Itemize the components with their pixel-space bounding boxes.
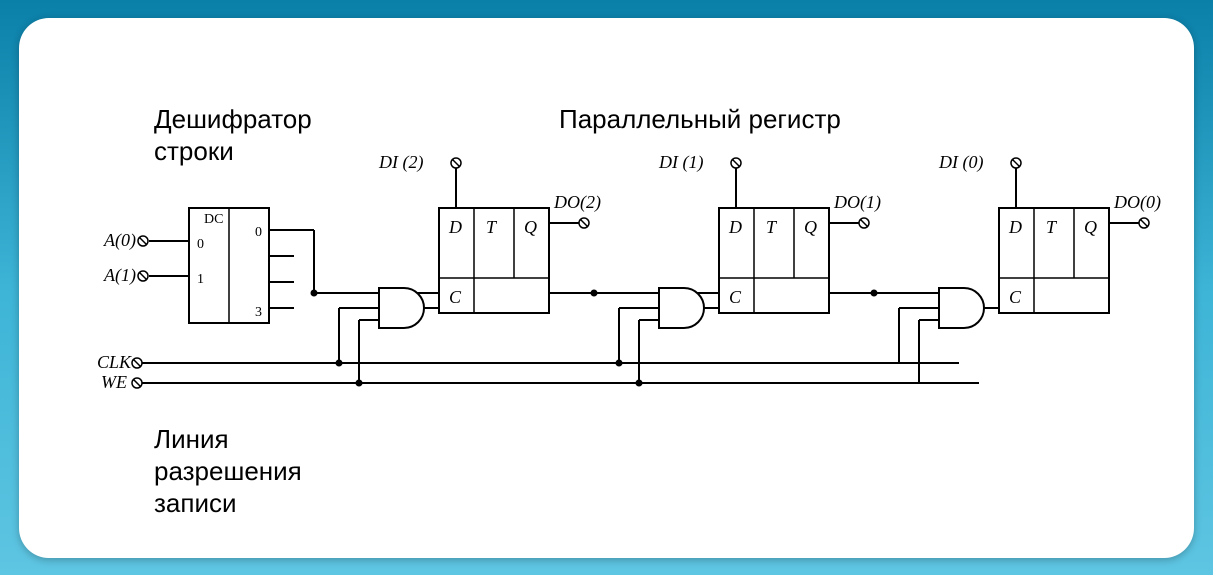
we-caption-3: записи <box>154 488 237 518</box>
svg-text:C: C <box>1009 287 1022 307</box>
diagram-card: { "titles":{ "decoder":"Дешифратор строк… <box>19 18 1194 558</box>
svg-text:D: D <box>1008 217 1022 237</box>
we-terminal: WE <box>101 372 142 392</box>
a0-terminal: A(0) <box>103 230 189 251</box>
svg-text:DI (2): DI (2) <box>378 152 423 173</box>
svg-text:Q: Q <box>524 217 537 237</box>
svg-text:A(0): A(0) <box>103 230 136 251</box>
svg-text:C: C <box>449 287 462 307</box>
svg-text:Q: Q <box>804 217 817 237</box>
svg-text:D: D <box>448 217 462 237</box>
cell-0: D T Q C DI (0) DO(0) <box>871 152 1162 383</box>
register-title: Параллельный регистр <box>559 104 841 134</box>
svg-text:DO(1): DO(1) <box>833 192 881 213</box>
svg-text:DI (0): DI (0) <box>938 152 983 173</box>
and-gate-0 <box>939 288 984 328</box>
svg-text:3: 3 <box>255 305 262 320</box>
svg-text:DO(2): DO(2) <box>553 192 601 213</box>
cell-1: D T Q C DI (1) DO(1) <box>591 152 882 387</box>
flipflop-1: D T Q C <box>719 208 829 313</box>
svg-text:CLK: CLK <box>97 352 132 372</box>
and-gate-1 <box>659 288 704 328</box>
svg-text:C: C <box>729 287 742 307</box>
svg-text:DI (1): DI (1) <box>658 152 703 173</box>
decoder-block: DC 0 1 0 3 <box>189 208 269 323</box>
cell-2: D T Q C DI (2) DO(2) <box>311 152 602 387</box>
flipflop-2: D T Q C <box>439 208 549 313</box>
we-caption-1: Линия <box>154 424 229 454</box>
svg-text:DO(0): DO(0) <box>1113 192 1161 213</box>
svg-text:1: 1 <box>197 272 204 287</box>
svg-text:Q: Q <box>1084 217 1097 237</box>
svg-text:A(1): A(1) <box>103 265 136 286</box>
svg-text:0: 0 <box>255 225 262 240</box>
decoder-title: Дешифраторстроки <box>154 104 312 166</box>
clk-terminal: CLK <box>97 352 142 372</box>
we-caption-2: разрешения <box>154 456 302 486</box>
circuit-svg: Дешифраторстроки Параллельный регистр Ли… <box>19 18 1194 558</box>
and-gate-2 <box>379 288 424 328</box>
svg-text:0: 0 <box>197 237 204 252</box>
dc-label: DC <box>204 212 223 227</box>
flipflop-0: D T Q C <box>999 208 1109 313</box>
svg-text:WE: WE <box>101 372 127 392</box>
svg-text:D: D <box>728 217 742 237</box>
a1-terminal: A(1) <box>103 265 189 286</box>
